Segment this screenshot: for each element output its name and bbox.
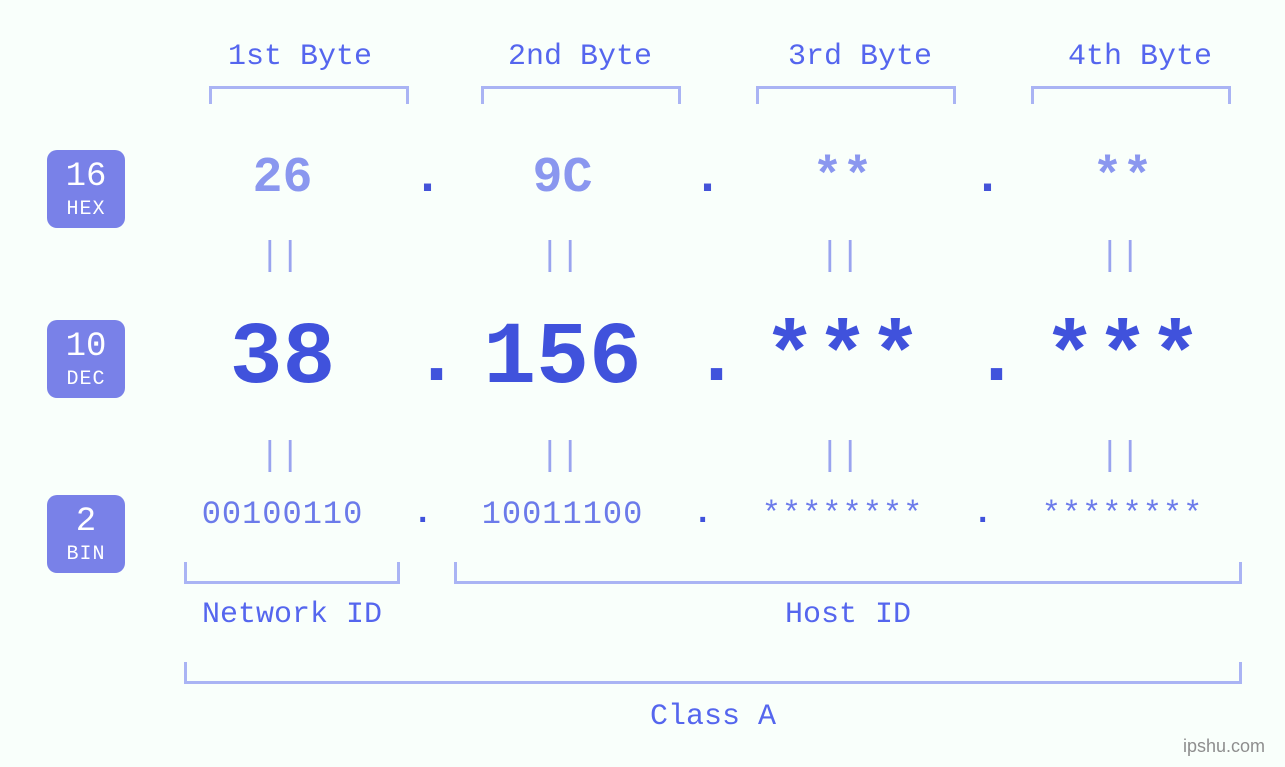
dec-byte-3: *** — [713, 310, 973, 409]
byte-header-2: 2nd Byte — [508, 40, 652, 74]
hex-byte-3: ** — [713, 150, 973, 207]
byte-header-3: 3rd Byte — [788, 40, 932, 74]
equals-glyph: || — [150, 438, 410, 476]
hex-row: 26 . 9C . ** . ** — [150, 150, 1255, 207]
hex-byte-1: 26 — [153, 150, 413, 207]
bin-byte-2: 10011100 — [433, 496, 693, 533]
byte-bracket-4 — [1031, 86, 1231, 104]
badge-dec: 10 DEC — [47, 320, 125, 398]
byte-header-1: 1st Byte — [228, 40, 372, 74]
equals-glyph: || — [710, 438, 970, 476]
equals-glyph: || — [430, 238, 690, 276]
dot-separator: . — [973, 314, 993, 405]
bin-row: 00100110 . 10011100 . ******** . *******… — [150, 495, 1255, 533]
bin-byte-3: ******** — [713, 496, 973, 533]
network-id-bracket — [184, 562, 400, 584]
dec-byte-4: *** — [993, 310, 1253, 409]
dot-separator: . — [693, 150, 713, 207]
equals-row-bottom: || . || . || . || — [150, 438, 1255, 476]
badge-hex: 16 HEX — [47, 150, 125, 228]
host-id-label: Host ID — [785, 598, 911, 632]
equals-glyph: || — [990, 438, 1250, 476]
byte-bracket-2 — [481, 86, 681, 104]
dot-separator: . — [413, 314, 433, 405]
dot-separator: . — [413, 150, 433, 207]
hex-byte-2: 9C — [433, 150, 693, 207]
bin-byte-1: 00100110 — [153, 496, 413, 533]
equals-glyph: || — [430, 438, 690, 476]
badge-dec-num: 10 — [47, 320, 125, 364]
equals-glyph: || — [990, 238, 1250, 276]
dot-separator: . — [693, 495, 713, 533]
hex-byte-4: ** — [993, 150, 1253, 207]
watermark-text: ipshu.com — [1183, 736, 1265, 757]
badge-bin-name: BIN — [47, 539, 125, 565]
equals-glyph: || — [150, 238, 410, 276]
class-bracket — [184, 662, 1242, 684]
dec-byte-1: 38 — [153, 310, 413, 409]
equals-glyph: || — [710, 238, 970, 276]
class-label: Class A — [650, 700, 776, 734]
dec-row: 38 . 156 . *** . *** — [150, 310, 1255, 409]
badge-dec-name: DEC — [47, 364, 125, 390]
dot-separator: . — [413, 495, 433, 533]
badge-bin-num: 2 — [47, 495, 125, 539]
host-id-bracket — [454, 562, 1242, 584]
dec-byte-2: 156 — [433, 310, 693, 409]
byte-bracket-3 — [756, 86, 956, 104]
network-id-label: Network ID — [202, 598, 382, 632]
diagram-stage: 1st Byte 2nd Byte 3rd Byte 4th Byte 16 H… — [0, 0, 1285, 767]
badge-hex-num: 16 — [47, 150, 125, 194]
bin-byte-4: ******** — [993, 496, 1253, 533]
dot-separator: . — [973, 495, 993, 533]
equals-row-top: || . || . || . || — [150, 238, 1255, 276]
byte-bracket-1 — [209, 86, 409, 104]
dot-separator: . — [693, 314, 713, 405]
byte-header-4: 4th Byte — [1068, 40, 1212, 74]
dot-separator: . — [973, 150, 993, 207]
badge-hex-name: HEX — [47, 194, 125, 220]
badge-bin: 2 BIN — [47, 495, 125, 573]
